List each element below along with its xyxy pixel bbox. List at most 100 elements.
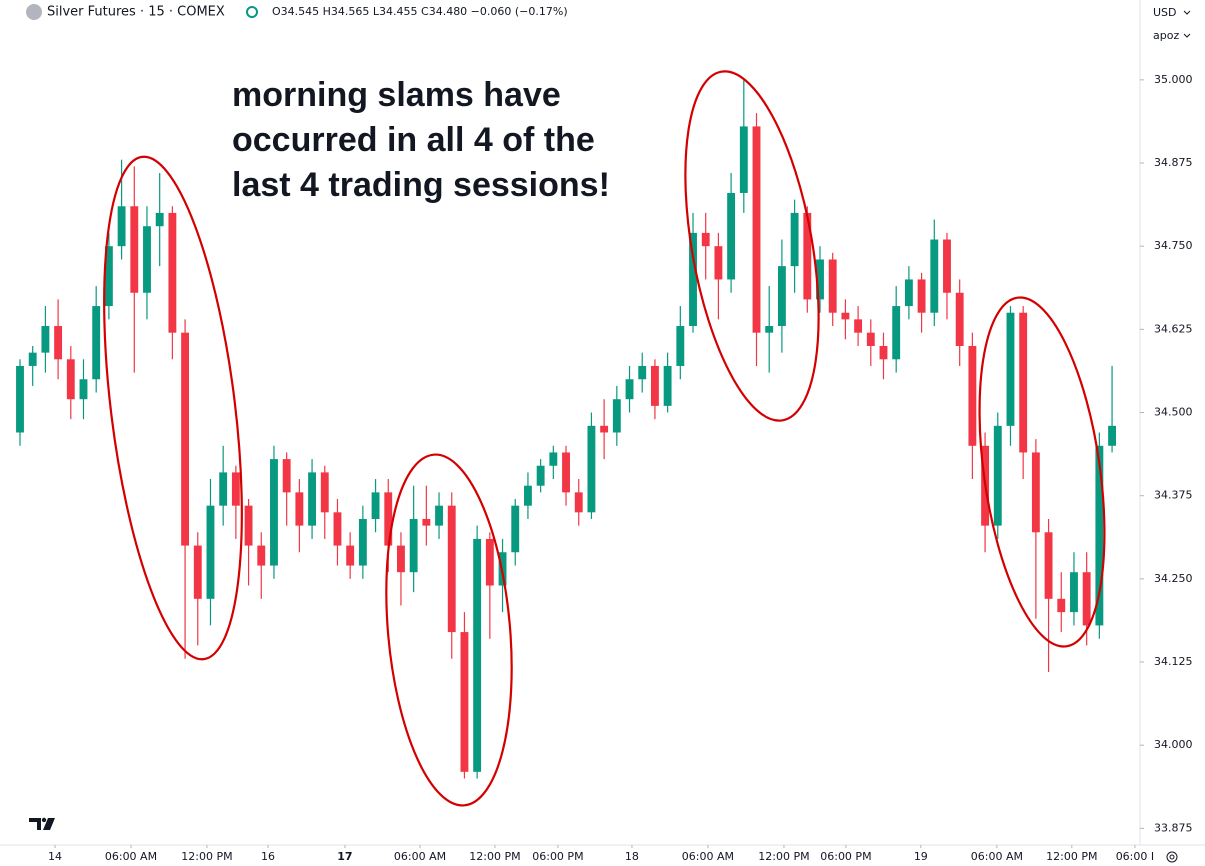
candle-body bbox=[231, 472, 240, 506]
candle-body bbox=[1108, 425, 1116, 446]
candle-body bbox=[879, 345, 888, 360]
candle-body bbox=[714, 246, 723, 280]
candle-body bbox=[447, 505, 456, 633]
candle-body bbox=[993, 425, 1002, 526]
candle-body bbox=[841, 312, 850, 320]
x-tick-label: 06:00 AM bbox=[971, 850, 1023, 863]
annotation: morning slams have bbox=[232, 76, 561, 114]
candle-body bbox=[219, 472, 228, 506]
candle-body bbox=[1095, 445, 1104, 626]
candle-body bbox=[104, 246, 113, 307]
highlight-ellipses bbox=[103, 70, 1106, 807]
candle-body bbox=[790, 212, 799, 267]
candle-body bbox=[460, 632, 469, 772]
candle-body bbox=[308, 472, 316, 526]
candle-body bbox=[270, 459, 278, 566]
y-tick-label: 33.875 bbox=[1154, 821, 1193, 834]
candle-body bbox=[828, 259, 837, 313]
ellipse bbox=[385, 453, 513, 807]
y-tick-label: 34.375 bbox=[1154, 489, 1193, 502]
candle-body bbox=[904, 279, 913, 307]
x-tick-label: 12:00 PM bbox=[758, 850, 809, 863]
candle-body bbox=[193, 545, 202, 599]
candle-body bbox=[803, 212, 812, 300]
candle-body bbox=[1031, 452, 1040, 533]
candle-body bbox=[574, 492, 583, 513]
candle-body bbox=[739, 126, 748, 193]
candle-body bbox=[816, 259, 824, 300]
y-tick-label: 34.500 bbox=[1154, 406, 1193, 419]
candle-body bbox=[485, 538, 494, 586]
ellipse bbox=[978, 296, 1106, 648]
candle-body bbox=[650, 365, 659, 406]
y-tick-label: 35.000 bbox=[1154, 73, 1193, 86]
x-tick-label: 12:00 PM bbox=[1046, 850, 1097, 863]
candle-body bbox=[181, 332, 190, 546]
candle-body bbox=[612, 399, 621, 433]
candle-body bbox=[168, 212, 177, 333]
y-tick-label: 34.750 bbox=[1154, 239, 1193, 252]
candle-body bbox=[701, 232, 710, 247]
x-tick-label: 16 bbox=[261, 850, 275, 863]
candle-body bbox=[384, 492, 393, 546]
candle-body bbox=[130, 206, 139, 293]
ohlc-legend: O34.545 H34.565 L34.455 C34.480 −0.060 (… bbox=[272, 5, 568, 18]
candle-body bbox=[358, 518, 367, 566]
candle-body bbox=[676, 326, 685, 366]
candle-body bbox=[549, 452, 558, 466]
tv-logo bbox=[29, 817, 55, 830]
candle-body bbox=[155, 212, 164, 227]
y-tick-label: 34.125 bbox=[1154, 655, 1193, 668]
candle-body bbox=[41, 326, 50, 353]
candle-body bbox=[333, 512, 342, 546]
plot-area bbox=[16, 79, 1116, 779]
candle-body bbox=[435, 505, 443, 526]
candle-body bbox=[968, 345, 977, 446]
y-tick-label: 34.250 bbox=[1154, 572, 1193, 585]
settings-icon[interactable] bbox=[1166, 851, 1178, 863]
candle-body bbox=[752, 126, 761, 333]
annotation: occurred in all 4 of the bbox=[232, 121, 595, 159]
candle-body bbox=[689, 232, 697, 327]
candle-body bbox=[1082, 572, 1091, 626]
candle-body bbox=[409, 518, 418, 573]
candle-body bbox=[600, 425, 609, 433]
scale-menu[interactable]: apoz bbox=[1153, 29, 1179, 42]
candle-body bbox=[16, 365, 24, 433]
x-tick-label: 14 bbox=[48, 850, 62, 863]
x-tick-label: 06:00 I bbox=[1116, 850, 1154, 863]
currency-menu[interactable]: USD bbox=[1153, 6, 1177, 19]
y-tick-label: 34.625 bbox=[1154, 322, 1193, 335]
x-tick-label: 12:00 PM bbox=[181, 850, 232, 863]
candle-body bbox=[282, 459, 291, 493]
x-tick-label: 06:00 AM bbox=[105, 850, 157, 863]
x-tick-label: 17 bbox=[337, 850, 352, 863]
ellipse bbox=[103, 155, 243, 661]
x-tick-label: 12:00 PM bbox=[469, 850, 520, 863]
symbol-title[interactable]: Silver Futures · 15 · COMEX bbox=[47, 5, 225, 20]
x-tick-label: 06:00 PM bbox=[820, 850, 871, 863]
candle-body bbox=[92, 306, 101, 380]
candle-body bbox=[1006, 312, 1015, 426]
candle-body bbox=[66, 359, 75, 400]
candle-body bbox=[28, 352, 37, 366]
candle-body bbox=[1019, 312, 1028, 453]
candle-body bbox=[397, 545, 405, 573]
candle-body bbox=[422, 518, 431, 526]
x-tick-label: 06:00 PM bbox=[532, 850, 583, 863]
x-tick-label: 19 bbox=[914, 850, 928, 863]
candle-body bbox=[473, 538, 482, 772]
x-tick-label: 06:00 AM bbox=[682, 850, 734, 863]
candle-body bbox=[765, 326, 774, 333]
candle-body bbox=[638, 365, 647, 380]
candle-body bbox=[536, 465, 545, 486]
candle-body bbox=[143, 226, 151, 293]
menu-chevrons bbox=[1183, 10, 1191, 38]
candle-body bbox=[206, 505, 215, 599]
candle-body bbox=[943, 239, 951, 293]
x-tick-label: 06:00 AM bbox=[394, 850, 446, 863]
candle-body bbox=[562, 452, 570, 493]
candle-body bbox=[79, 379, 88, 400]
candle-body bbox=[524, 485, 532, 506]
